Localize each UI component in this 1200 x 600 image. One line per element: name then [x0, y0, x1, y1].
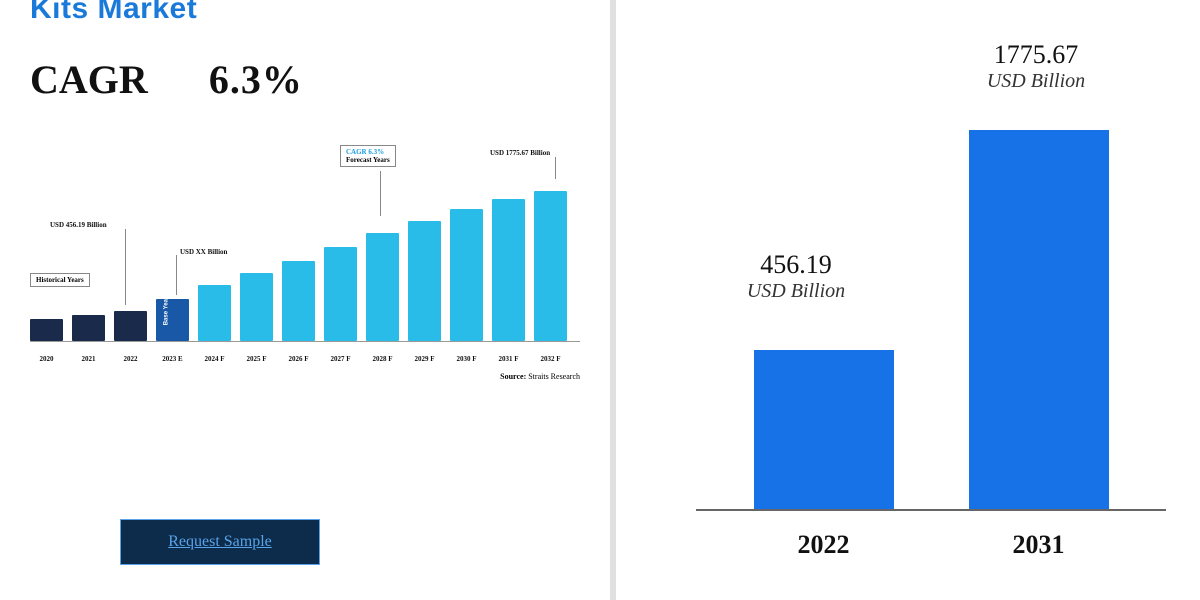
mini-bar-xlabel: 2025 F — [240, 355, 273, 363]
mini-bar-xlabel: 2020 — [30, 355, 63, 363]
mini-bar — [114, 311, 147, 341]
mini-bar-xlabel: 2030 F — [450, 355, 483, 363]
request-sample-label: Request Sample — [168, 533, 272, 551]
big-chart-xlabels: 2022 2031 — [716, 530, 1146, 560]
base-year-label: Base Year — [163, 297, 169, 326]
leader-line-2022 — [125, 229, 126, 305]
big-bar-xlabel: 2031 — [969, 530, 1109, 560]
mini-bar-xlabel: 2028 F — [366, 355, 399, 363]
cagr-value: 6.3% — [209, 57, 303, 102]
value-2022-label: USD 456.19 Billion — [50, 221, 107, 229]
forecast-cagr-text: CAGR 6.3% — [346, 148, 390, 156]
mini-bar — [198, 285, 231, 341]
value-2022-num: 456.19 — [716, 250, 876, 280]
left-panel: Kits Market CAGR 6.3% 2020 2021 2022 2023 E… — [0, 0, 610, 600]
mini-bar — [72, 315, 105, 341]
mini-bar-xlabel: 2026 F — [282, 355, 315, 363]
mini-chart-baseline — [30, 341, 580, 342]
mini-bar-xlabel: 2029 F — [408, 355, 441, 363]
mini-bar-xlabel: 2023 E — [156, 355, 189, 363]
mini-bar — [450, 209, 483, 341]
big-bar-xlabel: 2022 — [754, 530, 894, 560]
cagr-label: CAGR — [30, 57, 148, 102]
leader-line-forecast — [380, 171, 381, 216]
mini-chart-xaxis: 2020 2021 2022 2023 E 2024 F 2025 F 2026 F 2027… — [30, 355, 580, 363]
mini-bar-xlabel: 2022 — [114, 355, 147, 363]
chart-source: Source: Straits Research — [500, 372, 580, 381]
mini-bar — [366, 233, 399, 341]
mini-bar — [282, 261, 315, 341]
forecast-years-text: Forecast Years — [346, 156, 390, 164]
mini-bar — [240, 273, 273, 341]
mini-bar — [534, 191, 567, 341]
forecast-mini-chart: 2020 2021 2022 2023 E 2024 F 2025 F 2026 F 2027… — [30, 163, 580, 363]
value-2022-unit: USD Billion — [716, 280, 876, 303]
value-label-2022: 456.19 USD Billion — [716, 250, 876, 303]
value-label-2031: 1775.67 USD Billion — [956, 40, 1116, 93]
value-2023-label: USD XX Billion — [180, 248, 227, 256]
mini-bar-xlabel: 2027 F — [324, 355, 357, 363]
mini-bar-xlabel: 2021 — [72, 355, 105, 363]
mini-bar — [156, 299, 189, 341]
mini-chart-bars — [30, 181, 580, 341]
leader-line-2032 — [555, 157, 556, 179]
mini-bar-xlabel: 2032 F — [534, 355, 567, 363]
page-title: Kits Market — [30, 0, 580, 26]
mini-bar-xlabel: 2031 F — [492, 355, 525, 363]
right-panel: 2022 2031 456.19 USD Billion 1775.67 USD … — [616, 0, 1200, 600]
cagr-headline: CAGR 6.3% — [30, 56, 580, 103]
big-bar — [969, 130, 1109, 510]
request-sample-button[interactable]: Request Sample — [120, 519, 320, 565]
comparison-bar-chart: 2022 2031 456.19 USD Billion 1775.67 USD … — [646, 20, 1170, 580]
mini-bar — [492, 199, 525, 341]
value-2032-label: USD 1775.67 Billion — [490, 149, 550, 157]
big-bar — [754, 350, 894, 510]
mini-bar — [324, 247, 357, 341]
source-label: Source: — [500, 372, 526, 381]
leader-line-2023 — [176, 255, 177, 295]
forecast-box: CAGR 6.3% Forecast Years — [340, 145, 396, 167]
mini-bar-xlabel: 2024 F — [198, 355, 231, 363]
mini-bar — [408, 221, 441, 341]
value-2031-unit: USD Billion — [956, 70, 1116, 93]
historical-years-box: Historical Years — [30, 273, 90, 287]
source-value: Straits Research — [528, 372, 580, 381]
value-2031-num: 1775.67 — [956, 40, 1116, 70]
mini-bar — [30, 319, 63, 341]
big-chart-baseline — [696, 509, 1166, 511]
